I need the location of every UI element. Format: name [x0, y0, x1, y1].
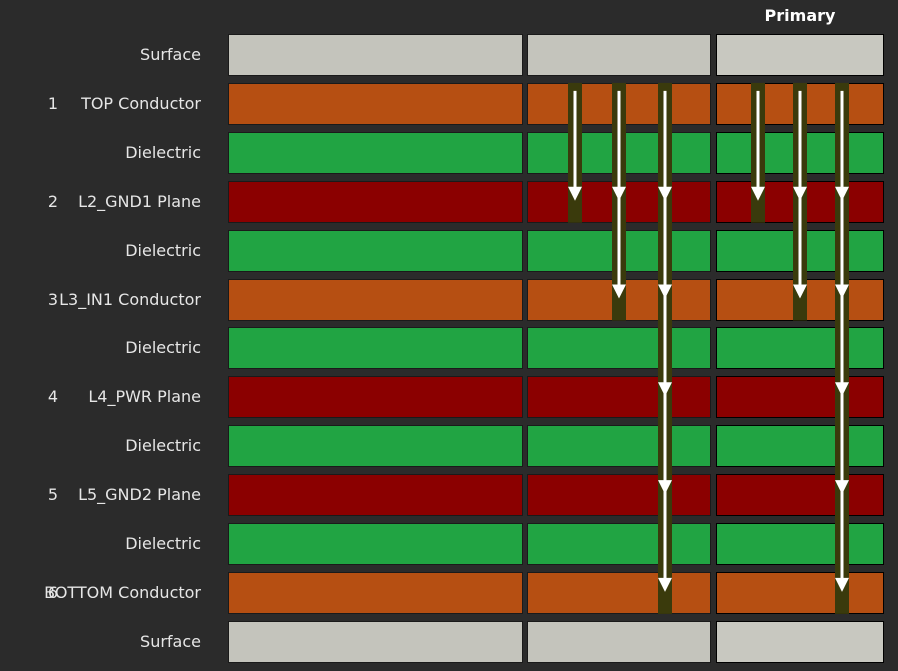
layer-bar-full	[228, 474, 523, 517]
layer-row: Dielectric	[0, 523, 898, 565]
layer-row: Surface	[0, 620, 898, 663]
layer-bar-primary	[716, 131, 884, 174]
layer-bar-middle	[527, 229, 711, 272]
layer-bar-middle	[527, 180, 711, 223]
layer-row: Dielectric	[0, 229, 898, 272]
layer-bar-full	[228, 229, 523, 272]
layer-bar-primary	[716, 474, 884, 517]
layer-bar-primary	[716, 523, 884, 565]
layer-bar-primary	[716, 34, 884, 76]
layer-name: Dielectric	[125, 240, 201, 260]
layer-bar-full	[228, 425, 523, 468]
layer-row: 3 L3_IN1 Conductor	[0, 278, 898, 321]
layer-row: 6 BOTTOM Conductor	[0, 571, 898, 614]
layer-row: Surface	[0, 34, 898, 76]
layer-number: 1	[47, 93, 58, 113]
layer-bar-primary	[716, 327, 884, 370]
layer-bar-full	[228, 523, 523, 565]
layer-bar-full	[228, 571, 523, 614]
layer-bar-full	[228, 82, 523, 125]
layer-bar-full	[228, 131, 523, 174]
layer-row: Dielectric	[0, 327, 898, 370]
layer-row: 1 TOP Conductor	[0, 82, 898, 125]
layer-name: Surface	[140, 45, 201, 64]
layer-row: Dielectric	[0, 131, 898, 174]
layer-bar-middle	[527, 474, 711, 517]
layer-bar-primary	[716, 229, 884, 272]
layer-bar-full	[228, 34, 523, 76]
layer-row: Dielectric	[0, 425, 898, 468]
layer-bar-primary	[716, 180, 884, 223]
layer-row: 4 L4_PWR Plane	[0, 376, 898, 419]
layer-bar-primary	[716, 82, 884, 125]
layer-bar-middle	[527, 34, 711, 76]
layer-number: 4	[47, 387, 58, 407]
layer-bar-primary	[716, 571, 884, 614]
layer-name: L2_GND1 Plane	[78, 191, 201, 211]
layer-name: BOTTOM Conductor	[44, 582, 201, 602]
layer-bar-primary	[716, 425, 884, 468]
layer-bar-full	[228, 278, 523, 321]
layer-bar-full	[228, 327, 523, 370]
layer-bar-primary	[716, 278, 884, 321]
layer-number: 2	[47, 191, 58, 211]
layer-name: L3_IN1 Conductor	[59, 289, 201, 309]
layer-bar-middle	[527, 571, 711, 614]
layer-name: Surface	[140, 631, 201, 651]
layer-number: 5	[47, 485, 58, 505]
layer-row: 2 L2_GND1 Plane	[0, 180, 898, 223]
layer-bar-full	[228, 620, 523, 663]
layer-row: 5 L5_GND2 Plane	[0, 474, 898, 517]
layer-bar-full	[228, 376, 523, 419]
layer-name: Dielectric	[125, 534, 201, 553]
layer-name: L5_GND2 Plane	[78, 485, 201, 505]
layer-bar-primary	[716, 620, 884, 663]
layer-bar-middle	[527, 278, 711, 321]
layer-bar-middle	[527, 620, 711, 663]
layer-name: Dielectric	[125, 338, 201, 358]
layer-name: Dielectric	[125, 436, 201, 456]
layer-bar-middle	[527, 376, 711, 419]
layer-bar-middle	[527, 131, 711, 174]
layer-bar-middle	[527, 425, 711, 468]
layer-number: 6	[47, 582, 58, 602]
layer-bar-middle	[527, 327, 711, 370]
layer-name: L4_PWR Plane	[88, 387, 201, 407]
layer-bar-primary	[716, 376, 884, 419]
layer-name: Dielectric	[125, 142, 201, 162]
layer-bar-middle	[527, 82, 711, 125]
layer-bar-full	[228, 180, 523, 223]
primary-column-header: Primary	[764, 6, 836, 25]
layer-number: 3	[47, 289, 58, 309]
layer-bar-middle	[527, 523, 711, 565]
layer-name: TOP Conductor	[81, 93, 201, 113]
